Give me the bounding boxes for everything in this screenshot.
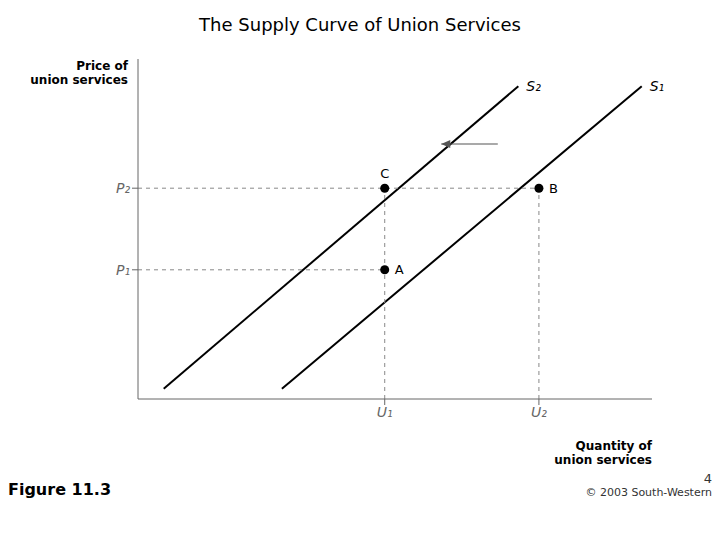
html-text:Price of union services: Price of union services	[30, 59, 128, 87]
svg-text:P₂: P₂	[116, 180, 130, 196]
svg-text:U₁: U₁	[377, 404, 393, 420]
html-text:The Supply Curve of Union Serv: The Supply Curve of Union Services	[199, 14, 521, 35]
html-text:Figure 11.3: Figure 11.3	[8, 480, 111, 499]
svg-text:C: C	[380, 166, 389, 181]
svg-text:A: A	[395, 262, 404, 277]
svg-text:U₂: U₂	[531, 404, 547, 420]
html-text:Quantity of union services: Quantity of union services	[554, 439, 652, 467]
svg-text:S₂: S₂	[526, 78, 541, 94]
svg-text:B: B	[549, 181, 558, 196]
svg-text:P₁: P₁	[116, 262, 130, 278]
html-text:4: 4	[703, 471, 712, 486]
svg-text:S₁: S₁	[650, 78, 665, 94]
html-text:© 2003 South-Western: © 2003 South-Western	[585, 486, 712, 499]
